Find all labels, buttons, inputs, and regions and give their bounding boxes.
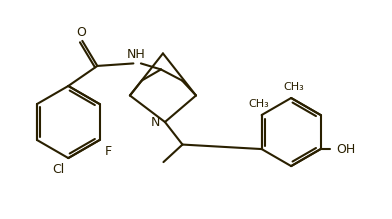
Text: N: N [151,115,161,129]
Text: CH₃: CH₃ [283,82,304,92]
Text: CH₃: CH₃ [249,99,270,109]
Text: NH: NH [127,48,145,61]
Text: Cl: Cl [52,162,64,176]
Text: OH: OH [337,143,356,155]
Text: F: F [105,145,112,157]
Text: O: O [76,26,86,39]
